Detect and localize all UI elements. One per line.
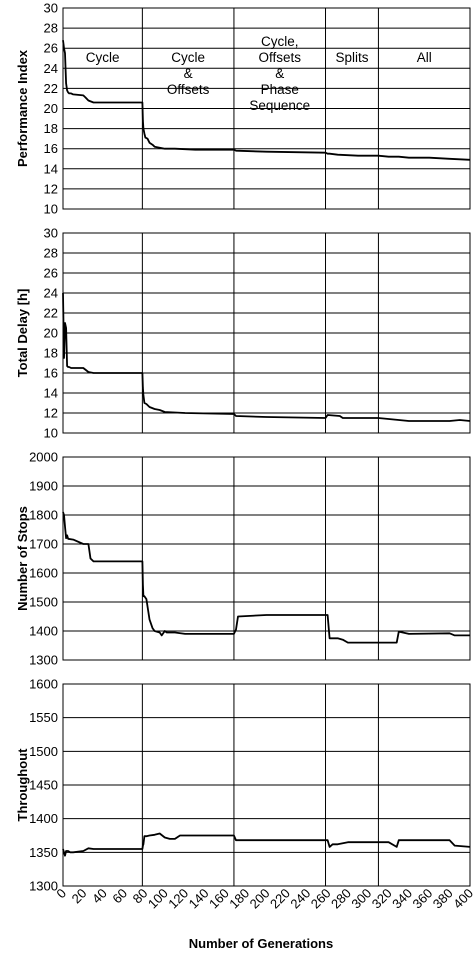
y-tick-label-p3-2: 1400 <box>29 811 58 826</box>
y-tick-label-p0-5: 20 <box>44 101 58 116</box>
x-axis-label: Number of Generations <box>189 936 333 951</box>
y-tick-label-p0-2: 14 <box>44 161 58 176</box>
y-tick-label-p1-3: 16 <box>44 366 58 381</box>
x-tick-label-2: 40 <box>89 886 110 907</box>
y-axis-label-p1: Total Delay [h] <box>15 289 30 378</box>
y-tick-label-p0-10: 30 <box>44 1 58 16</box>
y-tick-label-p1-7: 24 <box>44 286 58 301</box>
y-tick-label-p1-0: 10 <box>44 426 58 441</box>
y-tick-label-p2-5: 1800 <box>29 508 58 523</box>
series-lines <box>62 40 471 857</box>
gridlines <box>63 7 470 887</box>
y-tick-label-p0-4: 18 <box>44 121 58 136</box>
y-tick-label-p0-0: 10 <box>44 202 58 217</box>
y-tick-label-p0-1: 12 <box>44 181 58 196</box>
y-tick-label-p3-4: 1500 <box>29 744 58 759</box>
x-tick-labels: 0 20 40 60 801001201401601802002202402602803… <box>53 886 474 912</box>
series-line-p1-0 <box>62 292 471 422</box>
panel-frame-3 <box>62 683 471 887</box>
phase-label-4-0: All <box>417 50 432 65</box>
phase-label-1-0: Cycle <box>171 50 205 65</box>
y-tick-label-p2-6: 1900 <box>29 479 58 494</box>
y-axis-labels: Performance Index Total Delay [h] Number o… <box>15 49 30 821</box>
y-tick-label-p0-7: 24 <box>44 61 58 76</box>
y-tick-label-p2-1: 1400 <box>29 624 58 639</box>
y-tick-label-p2-7: 2000 <box>29 450 58 465</box>
phase-dividers <box>141 8 379 886</box>
y-axis-label-p2: Number of Stops <box>15 506 30 611</box>
y-tick-label-p2-2: 1500 <box>29 595 58 610</box>
phase-label-1-1: & <box>184 66 193 81</box>
y-tick-label-p2-3: 1600 <box>29 566 58 581</box>
series-line-p3-0 <box>62 832 471 857</box>
panel-frame-2 <box>62 456 471 661</box>
phase-label-3-0: Splits <box>335 50 368 65</box>
x-tick-label-3: 60 <box>109 886 130 907</box>
phase-label-1-2: Offsets <box>167 82 210 97</box>
y-tick-label-p1-1: 12 <box>44 406 58 421</box>
phase-label-2-0: Cycle, <box>261 34 299 49</box>
phase-label-2-1: Offsets <box>258 50 301 65</box>
y-axis-label-p3: Throughout <box>15 748 30 822</box>
y-tick-label-p0-3: 16 <box>44 141 58 156</box>
y-tick-label-p1-10: 30 <box>44 226 58 241</box>
y-tick-label-p0-9: 28 <box>44 21 58 36</box>
y-tick-label-p1-8: 26 <box>44 266 58 281</box>
y-tick-label-p2-0: 1300 <box>29 653 58 668</box>
y-axis-label-p0: Performance Index <box>15 49 30 167</box>
panel-frames <box>62 7 471 887</box>
y-tick-label-p3-3: 1450 <box>29 778 58 793</box>
series-line-p2-0 <box>62 511 470 644</box>
phase-labels: Cycle Cycle&OffsetsCycle,Offsets&PhaseSeq… <box>86 34 432 113</box>
y-tick-label-p0-6: 22 <box>44 81 58 96</box>
x-tick-label-20: 400 <box>450 886 474 912</box>
phase-label-2-3: Phase <box>261 82 299 97</box>
panel-frame-0 <box>62 7 471 210</box>
series-line-p0-0 <box>62 40 471 161</box>
phase-label-2-4: Sequence <box>249 98 310 113</box>
y-tick-label-p1-9: 28 <box>44 246 58 261</box>
y-tick-label-p1-4: 18 <box>44 346 58 361</box>
panel-frame-1 <box>62 232 471 434</box>
phase-label-0-0: Cycle <box>86 50 120 65</box>
y-tick-label-p1-6: 22 <box>44 306 58 321</box>
phase-label-2-2: & <box>275 66 284 81</box>
x-tick-label-0: 0 <box>53 886 69 902</box>
x-tick-label-1: 20 <box>69 886 90 907</box>
y-tick-label-p3-5: 1550 <box>29 710 58 725</box>
y-tick-label-p3-1: 1350 <box>29 845 58 860</box>
y-tick-label-p0-8: 26 <box>44 41 58 56</box>
y-tick-label-p3-6: 1600 <box>29 677 58 692</box>
y-tick-label-p1-5: 20 <box>44 326 58 341</box>
y-tick-labels: 10 12 14 16 18 20 22 24 26 28 30 10 12 14 16 18 20 22 24 26… <box>29 1 58 894</box>
y-tick-label-p1-2: 14 <box>44 386 58 401</box>
y-tick-label-p3-0: 1300 <box>29 879 58 894</box>
y-tick-label-p2-4: 1700 <box>29 537 58 552</box>
